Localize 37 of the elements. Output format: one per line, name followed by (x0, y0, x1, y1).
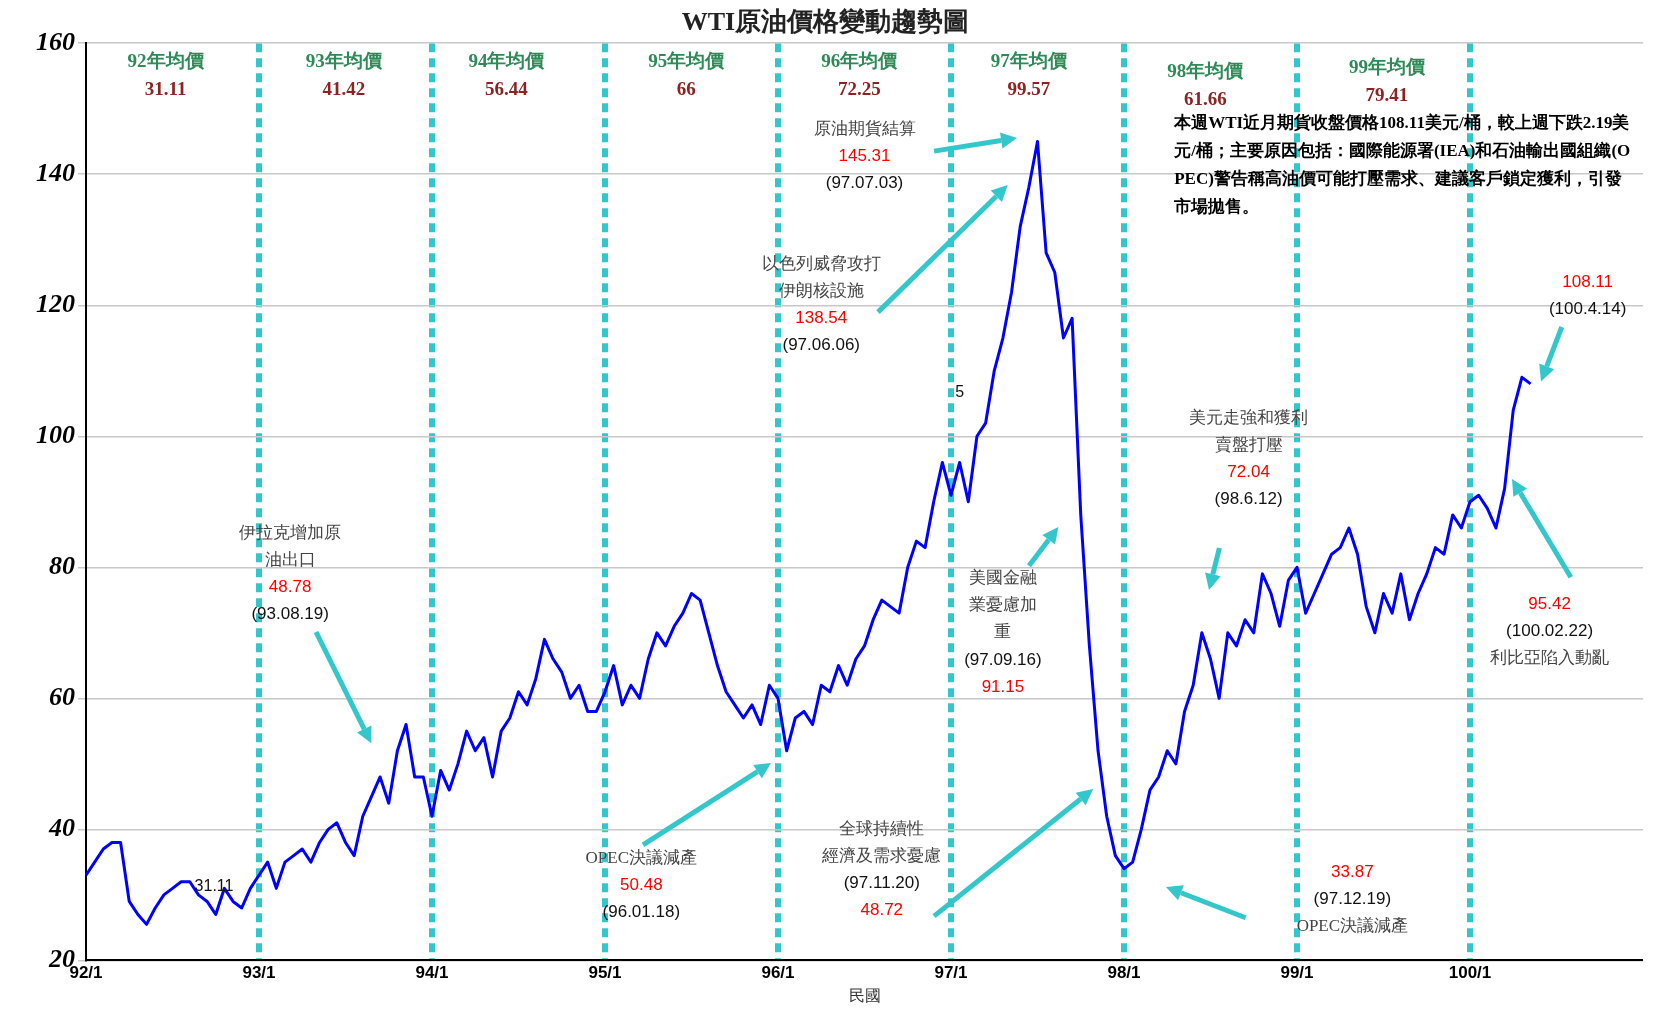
annotation: 全球持續性經濟及需求憂慮 (97.11.20) 48.72 (821, 818, 942, 920)
y-tick-label: 60 (49, 682, 75, 712)
annotation: 美元走強和獲利賣盤打壓 72.04 (98.6.12) (1189, 407, 1309, 508)
y-tick-label: 120 (36, 288, 75, 318)
x-tick-label: 97/1 (934, 963, 968, 983)
chart-title: WTI原油價格變動趨勢圖 (681, 7, 970, 37)
annotation: 33.87 (97.12.19) OPEC決議減產 (1296, 862, 1409, 935)
annotation: 97年均價 99.57 (990, 49, 1068, 99)
y-tick-label: 160 (36, 26, 75, 56)
annotation: 95.42 (100.02.22) 利比亞陷入動亂 (1490, 594, 1610, 667)
annotation: 92年均價 31.11 (127, 49, 205, 99)
annotation: 31.11 (194, 877, 234, 895)
annotation: 93年均價 41.42 (305, 49, 383, 99)
annotation: 98年均價 61.66 (1167, 59, 1245, 109)
annotation: 以色列威脅攻打伊朗核設施 138.54 (97.06.06) (761, 254, 881, 355)
x-tick-label: 98/1 (1107, 963, 1141, 983)
x-axis-title: 民國 (848, 986, 881, 1004)
annotation: 原油期貨結算 145.31 (97.07.03) (813, 119, 916, 193)
y-tick-label: 140 (36, 157, 75, 187)
x-tick-label: 99/1 (1280, 963, 1314, 983)
x-tick-label: 100/1 (1448, 963, 1492, 983)
annotation: 108.11 (100.4.14) (1548, 271, 1627, 318)
y-tick-label: 40 (48, 813, 75, 843)
annotation: 95年均價 66 (648, 49, 726, 99)
y-tick-label: 80 (49, 551, 75, 581)
annotation: 99年均價 79.41 (1348, 56, 1426, 106)
annotation: 94年均價 56.44 (468, 49, 546, 99)
x-tick-label: 95/1 (588, 963, 622, 983)
annotation: 5 (955, 382, 965, 400)
annotation: 伊拉克增加原油出口 48.78 (93.08.19) (239, 522, 342, 624)
annotation: 96年均價 72.25 (821, 49, 899, 99)
annotation: 美國金融業憂慮加重 (97.09.16) 91.15 (964, 568, 1042, 696)
y-tick-label: 100 (36, 420, 75, 449)
x-tick-label: 93/1 (242, 963, 276, 983)
x-tick-label: 94/1 (415, 963, 449, 983)
annotation: 本週WTI近月期貨收盤價格108.11美元/桶，較上週下跌2.19美元/桶；主要原因包括：國際能源署(IEA)和石油輸出國組織(OPEC)警告稱高油價可能打壓需求、建議客戶鎖定獲利，引發市場拋售。 (1173, 113, 1631, 217)
x-tick-label: 96/1 (761, 963, 795, 983)
